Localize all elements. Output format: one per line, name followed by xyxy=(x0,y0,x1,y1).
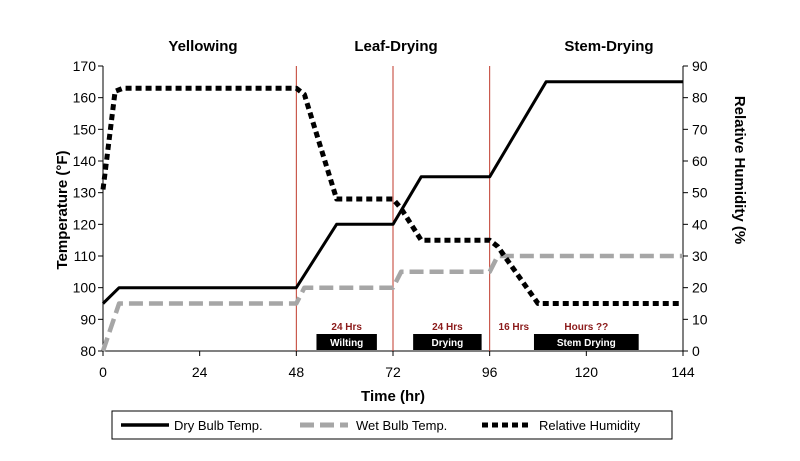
x-tick-label: 96 xyxy=(482,364,498,380)
phase-title-stem-drying: Stem-Drying xyxy=(564,38,653,55)
stage-bar-0 xyxy=(316,334,377,350)
phase-title-leaf-drying: Leaf-Drying xyxy=(354,38,437,55)
stage-duration-label-1: 24 Hrs xyxy=(432,322,463,333)
wet-bulb-line xyxy=(100,253,683,352)
y-left-tick-label: 150 xyxy=(73,121,97,137)
relative-humidity-line xyxy=(100,85,683,306)
y-right-tick-label: 20 xyxy=(692,280,708,296)
y-left-tick-label: 170 xyxy=(73,58,97,74)
phase-dividers xyxy=(295,66,491,351)
legend-label-relative-humidity: Relative Humidity xyxy=(539,418,641,433)
y-right-tick-label: 60 xyxy=(692,153,708,169)
stage-bar-3 xyxy=(533,334,639,350)
dry-bulb-line xyxy=(101,80,683,305)
x-axis-title: Time (hr) xyxy=(361,388,425,405)
y-right-tick-label: 70 xyxy=(692,121,708,137)
x-tick-label: 48 xyxy=(289,364,305,380)
x-tick-label: 120 xyxy=(575,364,599,380)
phase-titles: Yellowing Leaf-Drying Stem-Drying xyxy=(168,38,653,55)
stage-bar-label-3: Stem Drying xyxy=(557,338,616,349)
y-right-tick-label: 0 xyxy=(692,343,700,359)
stage-duration-label-3: Hours ?? xyxy=(564,322,608,333)
x-tick-label: 72 xyxy=(385,364,401,380)
stage-bars: 24 Hrs Wilting 24 Hrs Drying 16 Hrs Hours ?? S… xyxy=(316,322,639,350)
y-right-tick-label: 50 xyxy=(692,185,708,201)
stage-bar-label-0: Wilting xyxy=(330,338,363,349)
x-tick-label: 0 xyxy=(99,364,107,380)
legend-label-dry-bulb: Dry Bulb Temp. xyxy=(174,418,263,433)
phase-title-yellowing: Yellowing xyxy=(168,38,237,55)
x-tick-label: 24 xyxy=(192,364,208,380)
axis-ticks: 0 24 48 72 96 120 1448090100110120130140150160… xyxy=(73,58,708,380)
series-lines xyxy=(100,80,683,352)
stage-duration-label-0: 24 Hrs xyxy=(331,322,362,333)
y-left-tick-label: 120 xyxy=(73,216,97,232)
y-right-tick-label: 90 xyxy=(692,58,708,74)
y-right-tick-label: 40 xyxy=(692,216,708,232)
y-right-tick-label: 80 xyxy=(692,90,708,106)
legend-box xyxy=(111,410,673,440)
legend: Dry Bulb Temp. Wet Bulb Temp. Relative H… xyxy=(111,410,673,440)
y-left-tick-label: 100 xyxy=(73,280,97,296)
y-left-tick-label: 140 xyxy=(73,153,97,169)
y-axis-left-title: Temperature (°F) xyxy=(54,150,71,269)
y-right-tick-label: 10 xyxy=(692,311,708,327)
y-left-tick-label: 90 xyxy=(80,311,96,327)
y-right-tick-label: 30 xyxy=(692,248,708,264)
x-tick-label: 144 xyxy=(671,364,695,380)
y-left-tick-label: 130 xyxy=(73,185,97,201)
y-left-tick-label: 80 xyxy=(80,343,96,359)
legend-label-wet-bulb: Wet Bulb Temp. xyxy=(356,418,447,433)
stage-bar-label-1: Drying xyxy=(432,338,464,349)
y-left-tick-label: 160 xyxy=(73,90,97,106)
stage-duration-label-2: 16 Hrs xyxy=(499,322,530,333)
y-axis-right-title: Relative Humidity (% xyxy=(731,96,748,244)
stage-bar-1 xyxy=(413,334,482,350)
y-left-tick-label: 110 xyxy=(74,248,97,264)
